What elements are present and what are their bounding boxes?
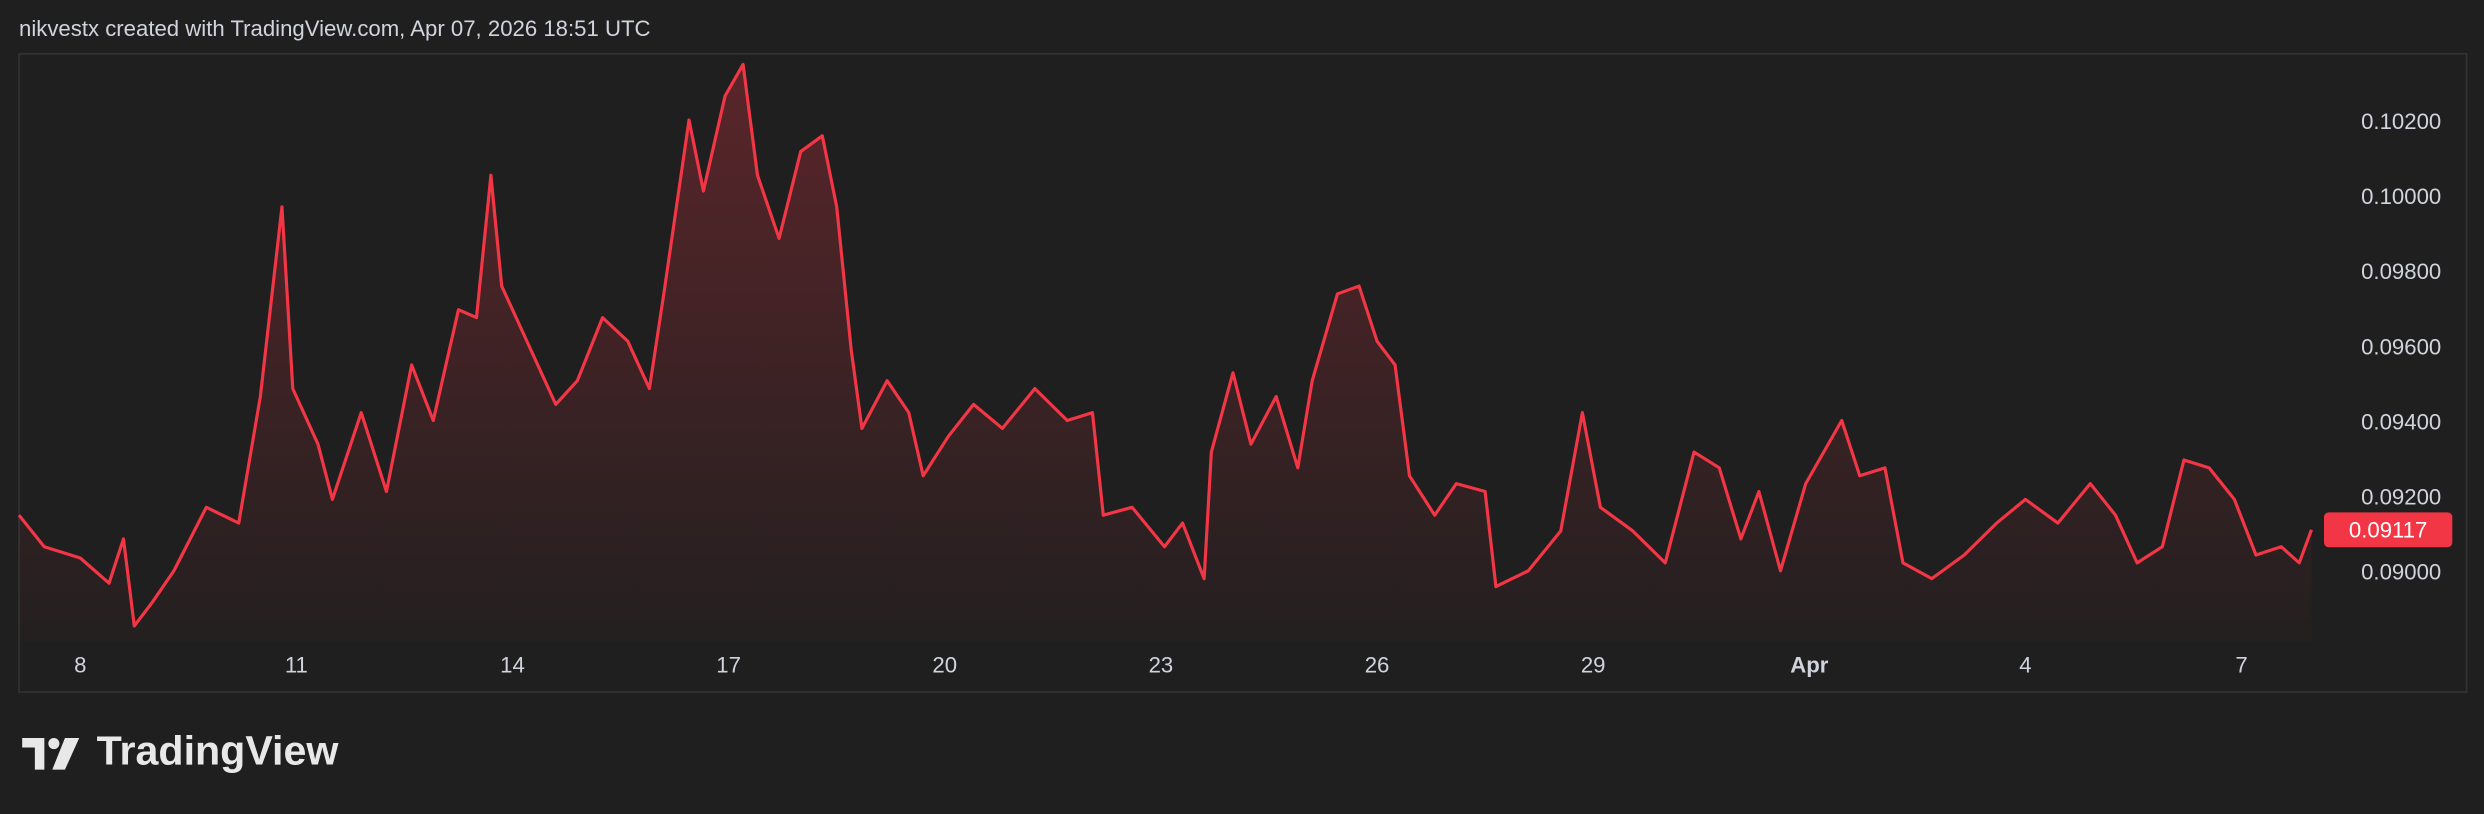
header: nikvestx created with TradingView.com, A… bbox=[19, 16, 650, 41]
x-tick-label: 11 bbox=[285, 653, 308, 678]
x-tick-label: 14 bbox=[500, 653, 525, 678]
x-tick-label: 17 bbox=[716, 653, 741, 678]
y-tick-label: 0.09200 bbox=[2361, 485, 2441, 510]
x-tick-label: 20 bbox=[932, 653, 957, 678]
x-tick-label: 8 bbox=[74, 653, 86, 678]
y-tick-label: 0.09600 bbox=[2361, 334, 2441, 359]
y-tick-label: 0.09800 bbox=[2361, 259, 2441, 284]
y-tick-label: 0.09000 bbox=[2361, 560, 2441, 585]
y-tick-label: 0.10000 bbox=[2361, 184, 2441, 209]
x-tick-label: 26 bbox=[1365, 653, 1390, 678]
x-tick-label: 7 bbox=[2235, 653, 2247, 678]
x-tick-label: 4 bbox=[2019, 653, 2031, 678]
logo-text: TradingView bbox=[97, 728, 340, 774]
area bbox=[19, 64, 2312, 642]
x-tick-label: 23 bbox=[1149, 653, 1174, 678]
logo: TradingView bbox=[22, 728, 339, 774]
logo-icon bbox=[48, 737, 60, 750]
line bbox=[17, 62, 2313, 628]
price-tag bbox=[2323, 512, 2453, 548]
x-tick-label: Apr bbox=[1790, 653, 1829, 678]
logo-icon bbox=[52, 737, 80, 770]
y-tick-label: 0.10200 bbox=[2361, 109, 2441, 134]
logo-icon bbox=[22, 737, 45, 770]
x-tick-label: 29 bbox=[1581, 653, 1606, 678]
plot: 0.09000 0.09200 0.09400 0.09600 0.09800 0.100… bbox=[17, 62, 2453, 678]
y-tick-label: 0.09400 bbox=[2361, 409, 2441, 434]
price-tag-label: 0.09117 bbox=[2349, 517, 2427, 542]
